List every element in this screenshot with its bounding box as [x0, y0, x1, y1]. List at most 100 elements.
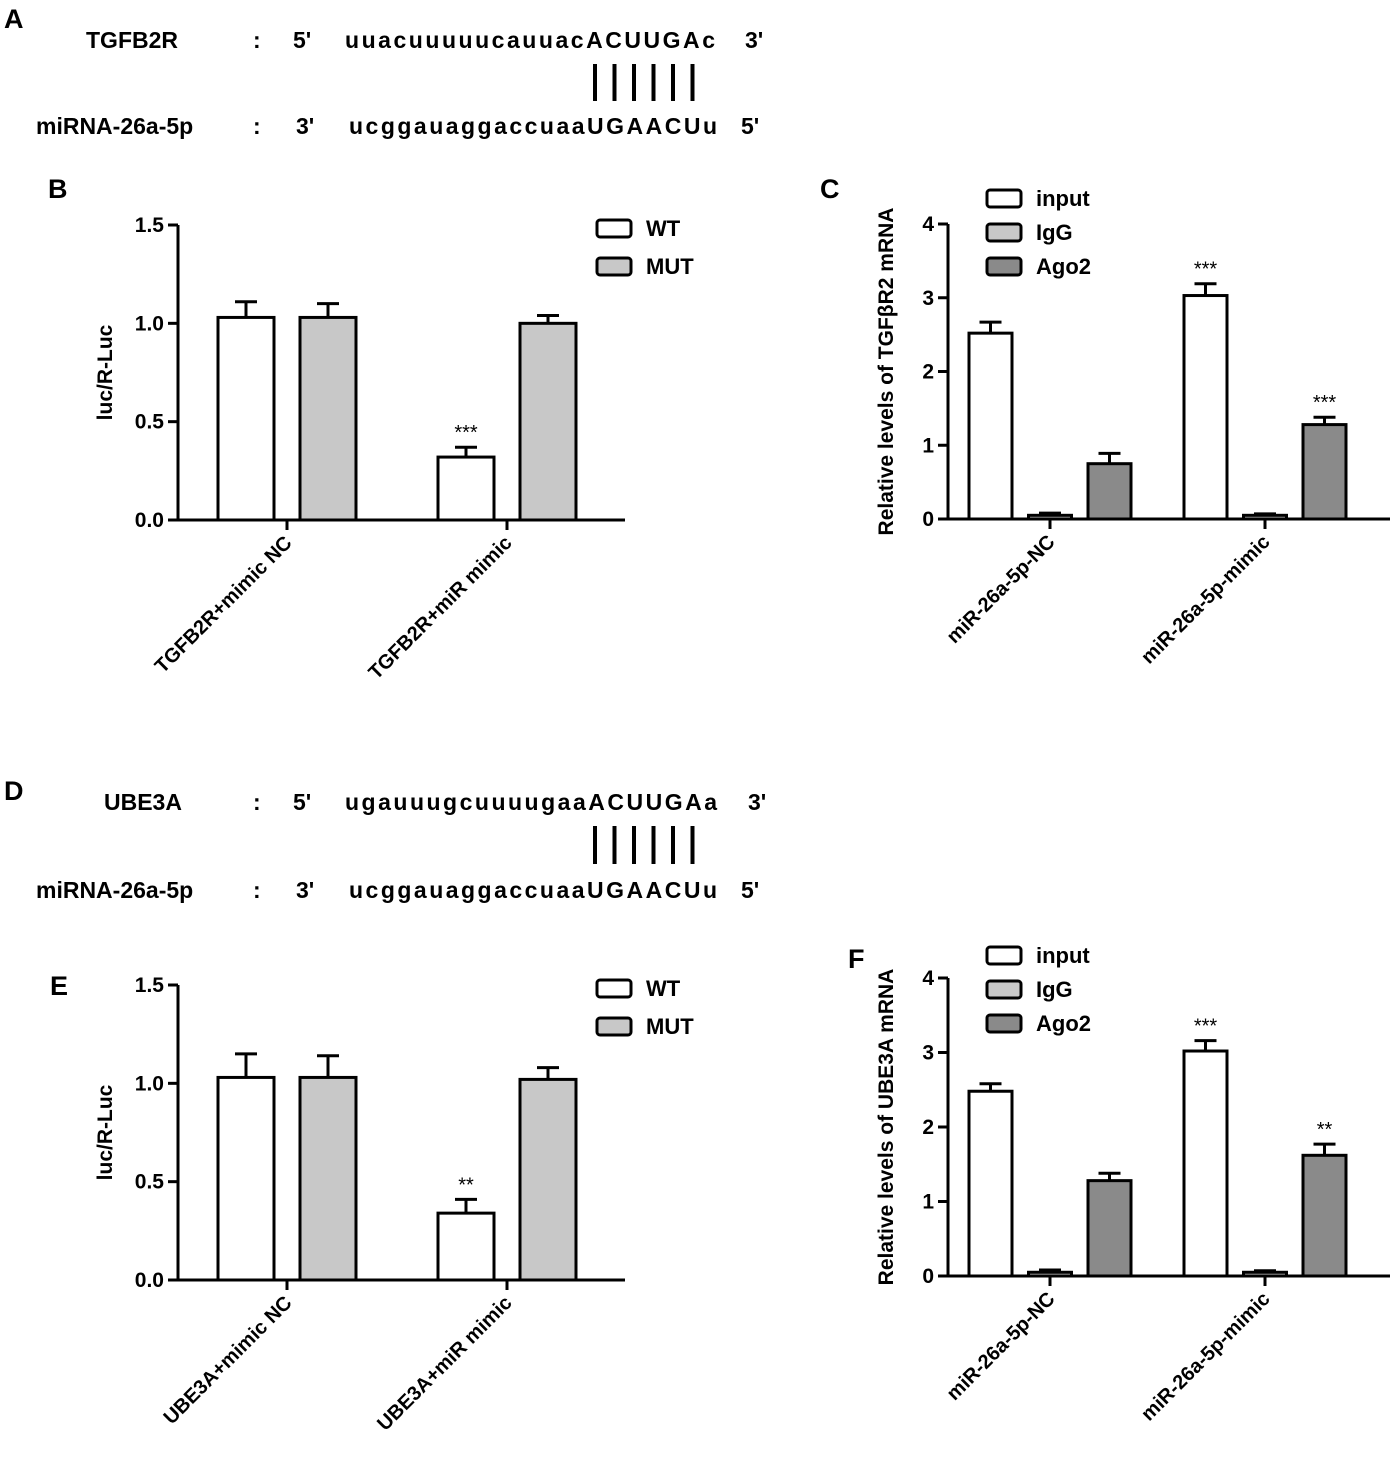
mirna-3prime: 3': [296, 113, 314, 139]
target-sequence: ugauuugcuuuugaaACUUGAa: [345, 789, 717, 815]
target-5prime: 5': [293, 27, 311, 53]
bar-mut: [298, 315, 358, 522]
target-name: TGFB2R: [86, 27, 178, 53]
x-tick-label: miR-26a-5p-NC: [943, 531, 1060, 648]
colon: :: [253, 789, 261, 815]
target-5prime: 5': [293, 789, 311, 815]
target-3prime: 3': [748, 789, 766, 815]
x-tick-label: miR-26a-5p-mimic: [1137, 531, 1274, 668]
legend-swatch: [985, 1013, 1023, 1034]
x-tick-label: UBE3A+mimic NC: [160, 1292, 297, 1429]
y-axis-label: luc/R-Luc: [94, 1084, 117, 1180]
bar-mut: [298, 1075, 358, 1282]
panel-label: B: [48, 174, 68, 204]
y-tick-label: 2: [922, 1116, 934, 1139]
bar-ago2: [1086, 1179, 1133, 1278]
legend-swatch: [985, 188, 1023, 209]
legend-label: MUT: [646, 1014, 694, 1039]
panel-label: D: [4, 776, 24, 806]
significance-marker: **: [458, 1174, 474, 1196]
y-tick-label: 1.0: [135, 312, 164, 335]
chart-panel-b: B 0.0 0.5 1.0 1.5 luc/R-Luc TGFB2R+mimic NC TGF…: [48, 174, 694, 684]
base-pair-lines: [593, 64, 695, 101]
bar-input: [1182, 1049, 1229, 1278]
mirna-3prime: 3': [296, 877, 314, 903]
target-sequence: uuacuuuuucauuacACUUGAc: [345, 27, 715, 53]
significance-marker: **: [1317, 1119, 1333, 1141]
bar-igg: [1242, 1270, 1288, 1278]
legend-swatch: [985, 945, 1023, 966]
legend-label: WT: [646, 216, 681, 241]
bar-ago2: [1301, 1153, 1348, 1278]
legend-swatch: [595, 1016, 633, 1037]
x-tick-label: miR-26a-5p-mimic: [1137, 1288, 1274, 1425]
significance-marker: ***: [1313, 392, 1337, 414]
bar-input: [967, 1089, 1014, 1278]
legend-label: input: [1036, 943, 1090, 968]
y-axis-label: luc/R-Luc: [94, 324, 117, 420]
bar-wt: [216, 315, 276, 522]
y-tick-label: 0.5: [135, 411, 165, 434]
y-tick-label: 4: [922, 967, 934, 990]
legend-label: input: [1036, 186, 1090, 211]
charts: B 0.0 0.5 1.0 1.5 luc/R-Luc TGFB2R+mimic NC TGF…: [48, 174, 1390, 1435]
y-tick-label: 3: [922, 1042, 934, 1065]
legend-swatch: [985, 979, 1023, 1000]
significance-marker: ***: [1194, 1016, 1218, 1038]
mirna-sequence: ucggauaggaccuaaUGAACUu: [349, 877, 717, 903]
y-tick-label: 1.5: [135, 974, 165, 997]
bar-ago2: [1301, 423, 1348, 521]
chart-panel-f: F 0 1 2 3 4 Relative levels of UBE3A mRNA miR-2…: [848, 943, 1390, 1425]
bar-input: [1182, 294, 1229, 521]
legend-label: IgG: [1036, 220, 1073, 245]
bar-wt: [436, 455, 496, 522]
y-tick-label: 0: [922, 508, 934, 531]
legend-swatch: [595, 256, 633, 277]
panel-label: A: [4, 4, 24, 34]
x-tick-label: UBE3A+miR mimic: [373, 1292, 516, 1435]
legend-label: IgG: [1036, 977, 1073, 1002]
y-tick-label: 1: [922, 1191, 934, 1214]
y-tick-label: 0.0: [135, 509, 164, 532]
y-tick-label: 0.0: [135, 1269, 164, 1292]
panel-label: F: [848, 944, 865, 974]
mirna-5prime: 5': [741, 113, 759, 139]
colon: :: [253, 27, 261, 53]
y-tick-label: 0: [922, 1265, 934, 1288]
bar-mut: [518, 1077, 578, 1282]
bar-ago2: [1086, 462, 1133, 521]
y-tick-label: 2: [922, 361, 934, 384]
bar-wt: [216, 1075, 276, 1282]
chart-panel-e: E 0.0 0.5 1.0 1.5 luc/R-Luc UBE3A+mimic NC UBE3…: [50, 971, 694, 1435]
legend-label: Ago2: [1036, 1011, 1091, 1036]
target-name: UBE3A: [104, 789, 182, 815]
bar-mut: [518, 321, 578, 522]
bar-input: [967, 331, 1014, 521]
bar-igg: [1027, 513, 1073, 521]
colon: :: [253, 113, 261, 139]
mirna-name: miRNA-26a-5p: [36, 877, 193, 903]
y-tick-label: 4: [922, 213, 934, 236]
legend-swatch: [595, 218, 633, 239]
bar-igg: [1242, 513, 1288, 521]
legend-swatch: [985, 222, 1023, 243]
y-tick-label: 1.5: [135, 214, 165, 237]
legend-label: MUT: [646, 254, 694, 279]
mirna-name: miRNA-26a-5p: [36, 113, 193, 139]
chart-panel-c: C 0 1 2 3 4 Relative levels of TGFβR2 mRNA miR-…: [820, 174, 1390, 668]
significance-marker: ***: [454, 422, 478, 444]
mirna-5prime: 5': [741, 877, 759, 903]
panel-a-sequence-alignment: A TGFB2R : 5' uuacuuuuucauuacACUUGAc 3' …: [4, 4, 763, 139]
target-3prime: 3': [745, 27, 763, 53]
base-pair-lines: [593, 826, 695, 864]
bar-igg: [1027, 1270, 1073, 1278]
legend-swatch: [595, 978, 633, 999]
mirna-sequence: ucggauaggaccuaaUGAACUu: [349, 113, 717, 139]
x-tick-label: TGFB2R+miR mimic: [365, 532, 517, 684]
y-tick-label: 3: [922, 287, 934, 310]
legend-label: WT: [646, 976, 681, 1001]
x-tick-label: miR-26a-5p-NC: [943, 1288, 1060, 1405]
y-tick-label: 1.0: [135, 1072, 164, 1095]
panel-label: E: [50, 971, 68, 1001]
